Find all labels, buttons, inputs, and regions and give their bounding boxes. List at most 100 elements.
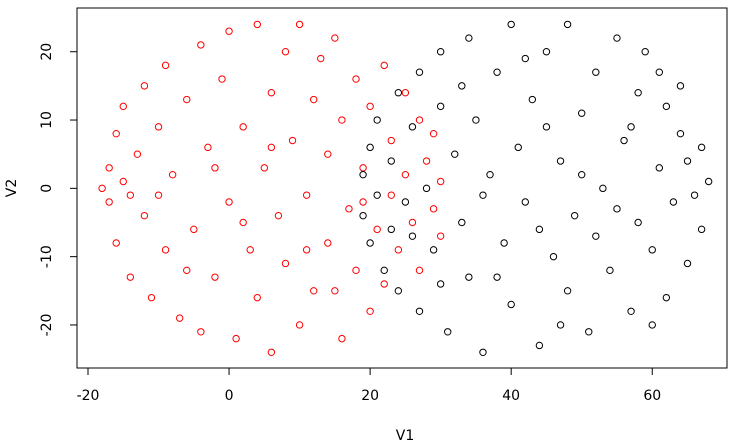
point (295, 321, 304, 329)
point (676, 129, 685, 138)
point (331, 287, 339, 295)
point (267, 89, 276, 97)
y-tick-label: -10 (39, 245, 55, 268)
point (197, 328, 205, 336)
point (225, 27, 233, 35)
point (570, 211, 579, 220)
point (338, 116, 346, 124)
point (578, 170, 586, 179)
point (662, 293, 671, 302)
point (126, 273, 135, 281)
y-axis-label: V2 (4, 179, 20, 197)
point (429, 129, 438, 138)
point (556, 157, 565, 165)
point (422, 184, 431, 193)
point (641, 48, 649, 56)
point (500, 239, 508, 247)
point (613, 34, 621, 42)
point (507, 300, 515, 309)
point (359, 164, 367, 172)
point (309, 287, 318, 295)
point (429, 205, 438, 213)
point (472, 116, 480, 124)
point (366, 239, 374, 247)
point (585, 328, 593, 336)
point (422, 157, 431, 165)
point (634, 89, 642, 97)
point (112, 129, 120, 138)
point (373, 225, 381, 234)
point (620, 136, 628, 145)
point (436, 102, 445, 111)
point (592, 68, 600, 76)
y-tick-label: 20 (39, 43, 55, 61)
point (436, 280, 445, 288)
point (521, 198, 529, 206)
point (380, 61, 388, 70)
point (281, 259, 290, 268)
point (415, 266, 424, 275)
point (676, 82, 685, 90)
point (535, 341, 544, 350)
point (542, 48, 551, 56)
point (246, 246, 254, 254)
point (627, 123, 635, 131)
point (662, 102, 671, 111)
x-tick-label: -20 (77, 388, 100, 404)
point (549, 252, 558, 261)
point (578, 109, 586, 117)
point (479, 191, 487, 199)
point (274, 211, 283, 220)
point (394, 89, 403, 97)
point (140, 211, 149, 220)
point (331, 34, 339, 42)
y-tick-label: 10 (39, 111, 55, 129)
point (387, 191, 395, 199)
point (704, 177, 713, 186)
point (606, 266, 614, 275)
point (493, 273, 501, 281)
point (408, 218, 417, 227)
point (401, 198, 410, 206)
point (697, 143, 706, 152)
point (317, 54, 325, 63)
point (359, 170, 367, 179)
point (239, 123, 247, 131)
point (655, 164, 663, 172)
point (140, 82, 149, 90)
point (387, 157, 395, 165)
point (429, 246, 438, 254)
point (281, 48, 290, 56)
point (253, 293, 261, 302)
point (683, 259, 692, 268)
point (154, 123, 163, 131)
point (105, 198, 113, 206)
point (147, 293, 156, 302)
point (232, 334, 240, 343)
point (366, 102, 374, 111)
point (683, 157, 692, 165)
point (415, 307, 424, 316)
point (563, 287, 572, 295)
point (528, 95, 537, 104)
point (401, 89, 410, 97)
point (465, 34, 473, 42)
point (373, 116, 381, 124)
x-tick-label: 60 (643, 388, 661, 404)
point (168, 170, 177, 179)
point (648, 321, 656, 329)
point (175, 314, 184, 322)
x-tick-label: 20 (361, 388, 379, 404)
point (613, 205, 621, 213)
point (535, 225, 544, 234)
point (387, 136, 395, 145)
point (352, 266, 360, 275)
point (556, 321, 565, 329)
point (302, 246, 311, 254)
point (288, 136, 297, 145)
point (627, 307, 635, 316)
point (253, 20, 261, 29)
point (394, 246, 403, 254)
point (458, 218, 466, 227)
point (436, 177, 445, 186)
